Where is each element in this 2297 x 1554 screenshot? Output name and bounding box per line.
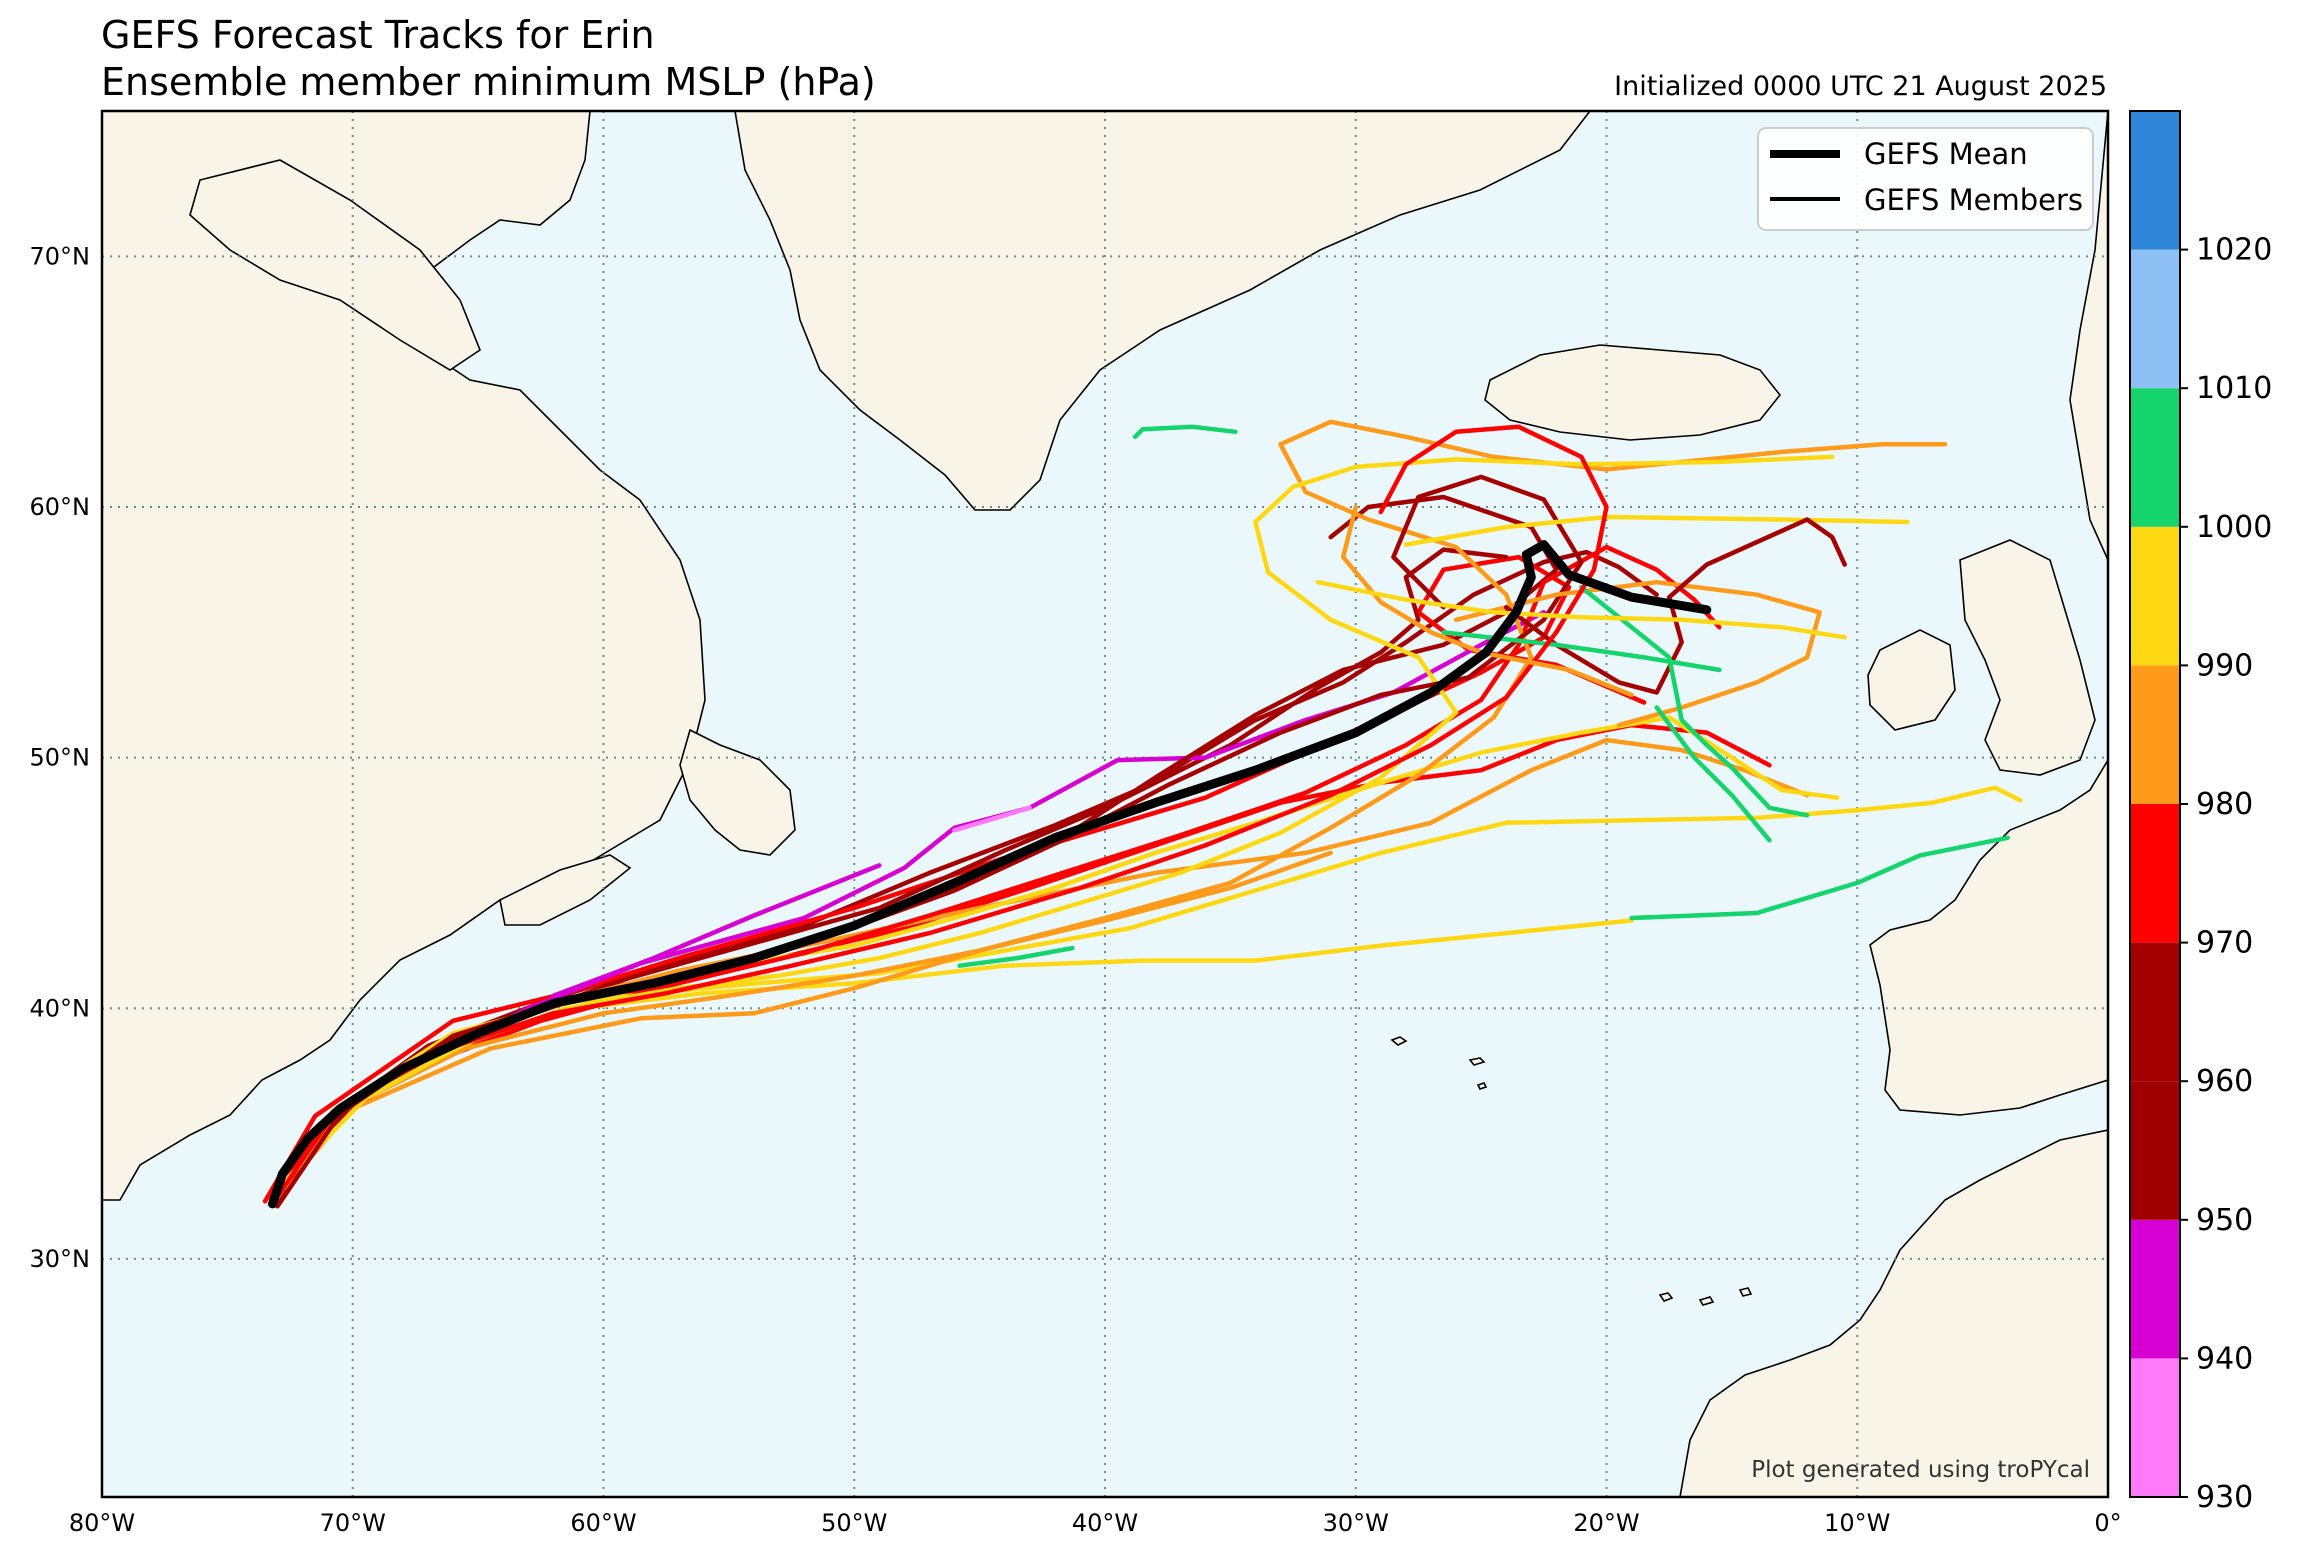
land-ireland (1867, 629, 1956, 731)
colorbar-tick-label: 950 (2196, 1203, 2253, 1238)
colorbar-tick-label: 990 (2196, 648, 2253, 683)
colorbar-segment (2130, 1081, 2180, 1220)
x-tick-label: 40°W (1072, 1509, 1138, 1537)
member-track (267, 544, 1722, 1207)
land-iceland (1484, 344, 1782, 441)
x-tick-label: 60°W (570, 1509, 636, 1537)
member-track (270, 424, 1609, 1207)
ensemble-tracks (262, 419, 2023, 1209)
credit-label: Plot generated using troPYcal (1751, 1457, 2090, 1483)
colorbar-segment (2130, 111, 2180, 250)
land-europe (1869, 758, 2108, 1116)
land-newfoundland (679, 728, 796, 856)
member-track (551, 863, 882, 998)
land-north-america (102, 111, 706, 1201)
colorbar-segment (2130, 942, 2180, 1082)
x-tick-label: 20°W (1573, 1509, 1639, 1537)
colorbar-tick-label: 1020 (2196, 233, 2272, 268)
member-track (272, 454, 1835, 1194)
y-tick-label: 30°N (30, 1245, 91, 1273)
mean-track (268, 540, 1712, 1209)
colorbar-tick-label: 940 (2196, 1341, 2253, 1376)
member-track (1340, 504, 1634, 698)
colorbar-segment (2130, 249, 2180, 389)
land-scandinavia (2069, 111, 2108, 561)
y-tick-label: 60°N (30, 493, 91, 521)
land-greenland (734, 111, 1592, 511)
land-azores (1390, 1036, 1488, 1090)
land-canary-islands (1658, 1287, 1753, 1306)
colorbar-tick-label: 970 (2196, 926, 2253, 961)
colorbar-tick-label: 980 (2196, 787, 2253, 822)
landmasses (102, 111, 2108, 1497)
member-track (1132, 424, 1238, 440)
colorbar-segment (2130, 1219, 2180, 1359)
member-track (1503, 517, 1847, 695)
colorbar-segment (2130, 1358, 2180, 1497)
colorbar-segment (2130, 804, 2180, 943)
x-tick-label: 10°W (1824, 1509, 1890, 1537)
land-nova-scotia (499, 854, 632, 926)
colorbar-segment (2130, 526, 2180, 666)
colorbar-tick-label: 960 (2196, 1064, 2253, 1099)
legend-mean-label: GEFS Mean (1864, 137, 2028, 171)
pressure-colorbar (2130, 111, 2180, 1497)
member-track (1453, 579, 1822, 728)
x-tick-label: 0° (2094, 1509, 2121, 1537)
member-track (1629, 835, 2010, 921)
member-track (952, 805, 1033, 833)
chart-title: GEFS Forecast Tracks for Erin (101, 13, 655, 57)
x-axis-ticks: 80°W 70°W 60°W 50°W 40°W 30°W 20°W 10°W 0° (69, 1509, 2122, 1537)
colorbar-segment (2130, 665, 2180, 804)
member-track (272, 419, 1948, 1201)
y-tick-label: 50°N (30, 744, 91, 772)
land-baffin-island (189, 159, 481, 371)
x-tick-label: 50°W (821, 1509, 887, 1537)
y-axis-ticks: 30°N 40°N 50°N 60°N 70°N (30, 242, 91, 1273)
member-track (1579, 584, 1810, 818)
map-frame (100, 109, 2110, 1499)
member-track (270, 850, 1333, 1204)
x-tick-label: 80°W (69, 1509, 135, 1537)
init-time-label: Initialized 0000 UTC 21 August 2025 (1614, 71, 2107, 102)
x-tick-label: 70°W (320, 1509, 386, 1537)
land-africa (1679, 1129, 2108, 1497)
y-tick-label: 40°N (30, 994, 91, 1022)
colorbar-segment (2130, 388, 2180, 527)
member-track (1315, 579, 1847, 640)
legend: GEFS Mean GEFS Members (1757, 127, 2094, 231)
member-track (1654, 705, 1772, 843)
land-great-britain (1959, 539, 2096, 776)
colorbar-ticks: 930 940 950 960 970 980 990 1000 1010 1020 (2180, 233, 2272, 1515)
colorbar-tick-label: 1010 (2196, 371, 2272, 406)
member-track (957, 945, 1075, 968)
map-panel (102, 111, 2108, 1497)
colorbar-tick-label: 1000 (2196, 510, 2272, 545)
chart-subtitle: Ensemble member minimum MSLP (hPa) (101, 60, 876, 104)
x-tick-label: 30°W (1323, 1509, 1389, 1537)
y-tick-label: 70°N (30, 242, 91, 270)
colorbar-tick-label: 930 (2196, 1480, 2253, 1515)
legend-members-label: GEFS Members (1864, 183, 2083, 217)
